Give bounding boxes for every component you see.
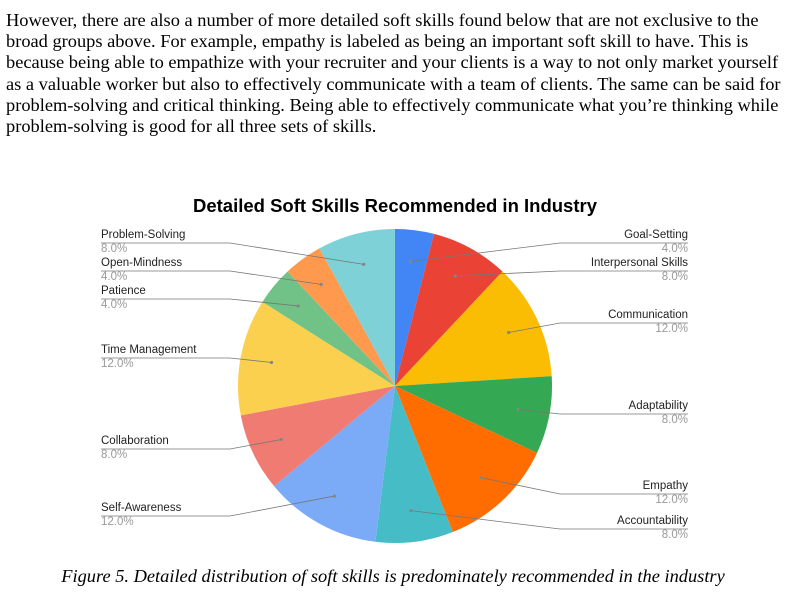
pie-slice-open-mindness — [287, 248, 395, 386]
slice-label-self-awareness: Self-Awareness — [101, 502, 182, 514]
leader-line-adaptability — [518, 409, 688, 415]
slice-pct-accountability: 8.0% — [662, 529, 688, 541]
slice-label-adaptability: Adaptability — [629, 400, 689, 412]
pie-chart: Detailed Soft Skills Recommended in Indu… — [101, 195, 688, 543]
slice-pct-self-awareness: 12.0% — [101, 516, 134, 528]
slice-pct-adaptability: 8.0% — [662, 414, 688, 426]
slice-label-communication: Communication — [608, 309, 688, 321]
leader-line-problem-solving — [101, 242, 364, 265]
slice-label-interpersonal-skills: Interpersonal Skills — [591, 257, 688, 269]
pie-slice-adaptability — [395, 376, 552, 453]
slice-label-accountability: Accountability — [617, 515, 688, 527]
pie-labels: Goal-Setting 4.0% Interpersonal Skills 8.0%… — [101, 229, 688, 541]
slice-pct-empathy: 12.0% — [655, 494, 688, 506]
slice-label-open-mindness: Open-Mindness — [101, 257, 182, 269]
leader-line-collaboration — [101, 439, 282, 450]
pie-slice-accountability — [375, 386, 453, 543]
chart-title: Detailed Soft Skills Recommended in Indu… — [193, 195, 598, 216]
slice-pct-time-management: 12.0% — [101, 358, 134, 370]
pie-slice-empathy — [395, 386, 538, 532]
pie-slice-time-management — [238, 301, 395, 416]
slice-label-collaboration: Collaboration — [101, 435, 169, 447]
slice-pct-interpersonal-skills: 8.0% — [662, 271, 688, 283]
slice-pct-goal-setting: 4.0% — [662, 243, 688, 255]
pie-slice-self-awareness — [274, 386, 395, 542]
leader-line-accountability — [410, 510, 688, 530]
leader-line-goal-setting — [410, 242, 688, 262]
slice-label-goal-setting: Goal-Setting — [624, 229, 688, 241]
pie-slices — [238, 229, 552, 543]
pie-slice-interpersonal-skills — [395, 233, 503, 386]
leader-line-communication — [508, 322, 688, 333]
slice-label-problem-solving: Problem-Solving — [101, 229, 185, 241]
leader-line-self-awareness — [101, 495, 335, 517]
pie-slice-communication — [395, 271, 552, 386]
slice-label-patience: Patience — [101, 285, 146, 297]
slice-pct-communication: 12.0% — [655, 323, 688, 335]
figure-caption: Figure 5. Detailed distribution of soft … — [61, 566, 725, 586]
slice-pct-collaboration: 8.0% — [101, 449, 127, 461]
leader-line-open-mindness — [101, 270, 322, 285]
leader-line-patience — [101, 298, 299, 307]
slice-pct-patience: 4.0% — [101, 299, 127, 311]
slice-pct-open-mindness: 4.0% — [101, 271, 127, 283]
pie-slice-goal-setting — [395, 229, 435, 386]
pie-slice-collaboration — [240, 386, 395, 487]
pie-slice-problem-solving — [319, 229, 395, 386]
leader-line-empathy — [480, 477, 688, 495]
slice-label-time-management: Time Management — [101, 344, 197, 356]
slice-pct-problem-solving: 8.0% — [101, 243, 127, 255]
slice-label-empathy: Empathy — [643, 480, 689, 492]
body-paragraph: However, there are also a number of more… — [6, 10, 781, 137]
pie-slice-patience — [262, 271, 395, 386]
leader-line-interpersonal-skills — [455, 270, 688, 277]
leader-line-time-management — [101, 357, 272, 363]
